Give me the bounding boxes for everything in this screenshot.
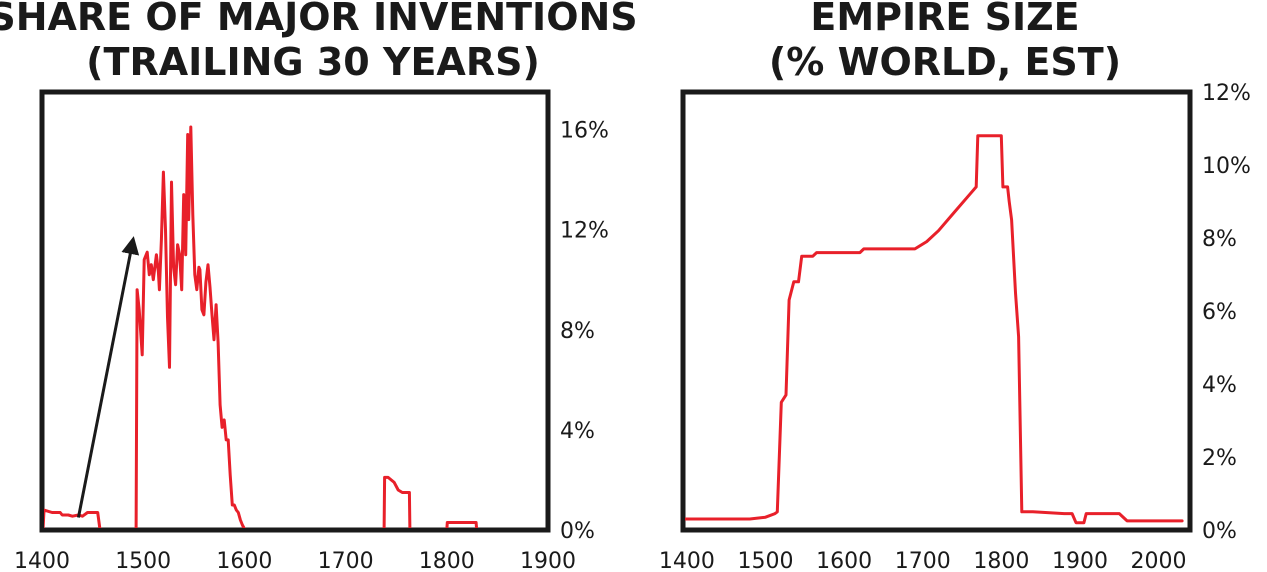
- series-line-segment: [445, 521, 479, 528]
- series-line-segment: [44, 508, 102, 528]
- x-tick-label: 1900: [1052, 549, 1108, 572]
- y-tick-label: 4%: [1202, 373, 1237, 398]
- annotation-arrow: [76, 236, 140, 518]
- y-tick-label: 8%: [560, 319, 595, 344]
- inventions-chart: SHARE OF MAJOR INVENTIONS (TRAILING 30 Y…: [0, 0, 638, 572]
- series-line-segment: [685, 134, 1184, 525]
- y-tick-label: 0%: [1202, 519, 1237, 544]
- x-tick-label: 1600: [216, 549, 272, 572]
- x-tick-label: 1400: [659, 549, 715, 572]
- x-tick-label: 1500: [738, 549, 794, 572]
- x-tick-label: 1400: [14, 549, 70, 572]
- series-line-segment: [134, 125, 246, 528]
- empire-chart: EMPIRE SIZE (% WORLD, EST) 1400 1500 1600 1…: [659, 0, 1251, 572]
- inventions-title-line-1: SHARE OF MAJOR INVENTIONS: [0, 0, 638, 39]
- empire-plot-frame: [680, 89, 1193, 533]
- x-tick-label: 1500: [115, 549, 171, 572]
- y-tick-label: 12%: [560, 219, 609, 244]
- y-tick-label: 12%: [1202, 81, 1251, 106]
- y-tick-label: 4%: [560, 419, 595, 444]
- x-tick-label: 1900: [520, 549, 576, 572]
- x-tick-label: 1600: [816, 549, 872, 572]
- empire-title-line-1: EMPIRE SIZE: [810, 0, 1079, 39]
- x-tick-label: 1800: [419, 549, 475, 572]
- y-tick-label: 6%: [1202, 300, 1237, 325]
- x-tick-label: 1700: [895, 549, 951, 572]
- y-tick-label: 16%: [560, 119, 609, 144]
- inventions-plot-frame: [39, 89, 551, 533]
- y-tick-label: 8%: [1202, 227, 1237, 252]
- x-tick-label: 2000: [1131, 549, 1187, 572]
- y-tick-label: 0%: [560, 519, 595, 544]
- y-tick-label: 10%: [1202, 154, 1251, 179]
- series-line-segment: [382, 475, 412, 528]
- x-tick-label: 1800: [973, 549, 1029, 572]
- y-tick-label: 2%: [1202, 446, 1237, 471]
- empire-title-line-2: (% WORLD, EST): [769, 40, 1121, 84]
- inventions-title-line-2: (TRAILING 30 YEARS): [86, 40, 540, 84]
- x-tick-label: 1700: [318, 549, 374, 572]
